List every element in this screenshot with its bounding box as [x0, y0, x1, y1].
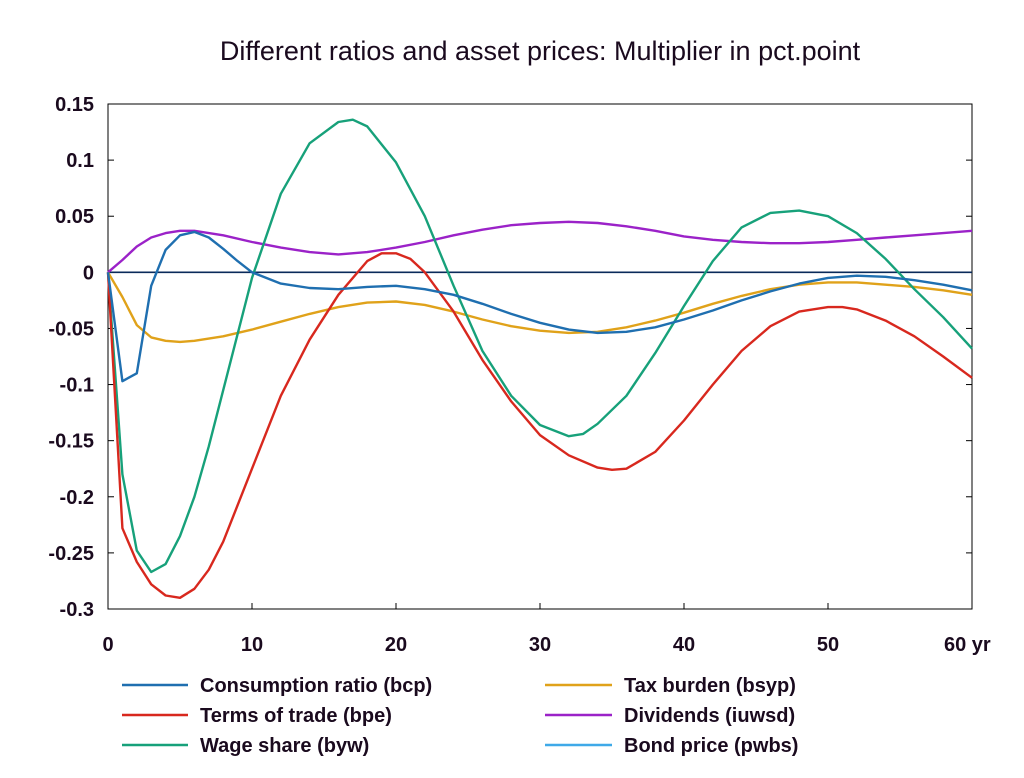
series-line-1: [106, 230, 973, 383]
legend-label: Dividends (iuwsd): [624, 705, 795, 727]
x-tick-label: 0: [102, 634, 113, 656]
chart-title: Different ratios and asset prices: Multi…: [220, 36, 861, 66]
plot-frame: [107, 103, 973, 610]
legend-label: Wage share (byw): [200, 735, 369, 757]
legend-label: Bond price (pwbs): [624, 735, 798, 757]
legend-item: Dividends (iuwsd): [545, 705, 795, 727]
y-tick-label: -0.15: [48, 431, 94, 453]
legend: Consumption ratio (bcp) Terms of trade (b…: [122, 675, 798, 757]
series-line-4: [106, 271, 973, 344]
x-tick-label: 30: [529, 634, 551, 656]
legend-item: Consumption ratio (bcp): [122, 675, 432, 697]
series-line-3: [106, 118, 973, 574]
legend-label: Tax burden (bsyp): [624, 675, 796, 697]
y-axis: 0.15 0.1 0.05 0 -0.05 -0.1 -0.15 -0.2 -0.25 -0.3: [48, 94, 972, 621]
y-tick-label: -0.25: [48, 543, 94, 565]
series-line-2: [106, 252, 973, 599]
x-tick-label: 50: [817, 634, 839, 656]
y-tick-label: 0.05: [55, 206, 94, 228]
x-tick-label: 20: [385, 634, 407, 656]
x-tick-label: 10: [241, 634, 263, 656]
legend-item: Terms of trade (bpe): [122, 705, 392, 727]
legend-label: Terms of trade (bpe): [200, 705, 392, 727]
legend-item: Tax burden (bsyp): [545, 675, 796, 697]
series-line-5: [107, 220, 973, 274]
plot-area: [106, 103, 973, 610]
x-axis: 0 10 20 30 40 50 60 yr: [102, 603, 991, 656]
y-tick-label: 0: [83, 262, 94, 284]
x-tick-label: 60 yr: [944, 634, 991, 656]
y-tick-label: -0.05: [48, 318, 94, 340]
x-tick-label: 40: [673, 634, 695, 656]
legend-item: Wage share (byw): [122, 735, 369, 757]
y-tick-label: -0.1: [60, 375, 94, 397]
y-tick-label: 0.15: [55, 94, 94, 116]
legend-label: Consumption ratio (bcp): [200, 675, 432, 697]
y-tick-label: -0.3: [60, 599, 94, 621]
y-tick-label: -0.2: [60, 487, 94, 509]
legend-item: Bond price (pwbs): [545, 735, 798, 757]
y-tick-label: 0.1: [66, 150, 94, 172]
